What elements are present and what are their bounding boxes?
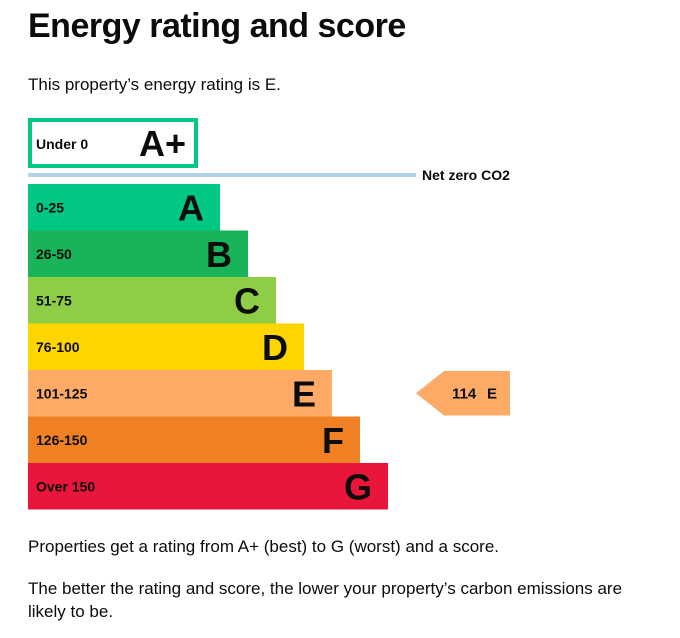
rating-band-f-letter: F: [322, 420, 344, 461]
rating-band-f-range: 126-150: [36, 432, 88, 448]
rating-band-a-plus-range: Under 0: [36, 136, 88, 152]
rating-band-g-letter: G: [344, 466, 372, 507]
rating-band-e-range: 101-125: [36, 385, 88, 401]
rating-explanation-text: Properties get a rating from A+ (best) t…: [28, 537, 500, 556]
rating-band-d-bar: [28, 323, 304, 370]
rating-band-g-range: Over 150: [36, 478, 95, 494]
rating-band-d-letter: D: [262, 327, 288, 368]
current-rating-marker: [416, 371, 510, 416]
current-rating-letter: E: [487, 385, 497, 402]
energy-rating-chart-svg: Under 0 A+ 0-25 A 26-50 B 51-75 C 76-100 D 101-125…: [28, 118, 510, 510]
rating-band-e-bar: [28, 370, 332, 417]
carbon-emissions-text: The better the rating and score, the low…: [28, 579, 623, 621]
rating-band-g-bar: [28, 463, 388, 510]
rating-band-d-range: 76-100: [36, 339, 80, 355]
rating-band-e-letter: E: [292, 373, 316, 414]
page-title: Energy rating and score: [28, 7, 406, 45]
rating-band-b-letter: B: [206, 234, 232, 275]
rating-intro-text: This property’s energy rating is E.: [28, 75, 281, 94]
energy-rating-chart: Under 0 A+ 0-25 A 26-50 B 51-75 C 76-100 D 101-125…: [0, 112, 680, 522]
rating-band-b-range: 26-50: [36, 246, 72, 262]
rating-band-a-letter: A: [178, 187, 204, 228]
rating-band-a-bar: [28, 184, 220, 231]
net-zero-label: Net zero CO2: [422, 167, 510, 183]
rating-band-c-letter: C: [234, 280, 260, 321]
rating-band-a-range: 0-25: [36, 199, 64, 215]
rating-band-c-bar: [28, 277, 276, 324]
rating-band-b-bar: [28, 230, 248, 277]
rating-band-a-plus-letter: A+: [139, 123, 186, 164]
rating-band-a-plus-box: [28, 118, 198, 168]
current-rating-score: 114: [452, 385, 477, 402]
rating-band-f-bar: [28, 416, 360, 463]
rating-band-c-range: 51-75: [36, 292, 72, 308]
